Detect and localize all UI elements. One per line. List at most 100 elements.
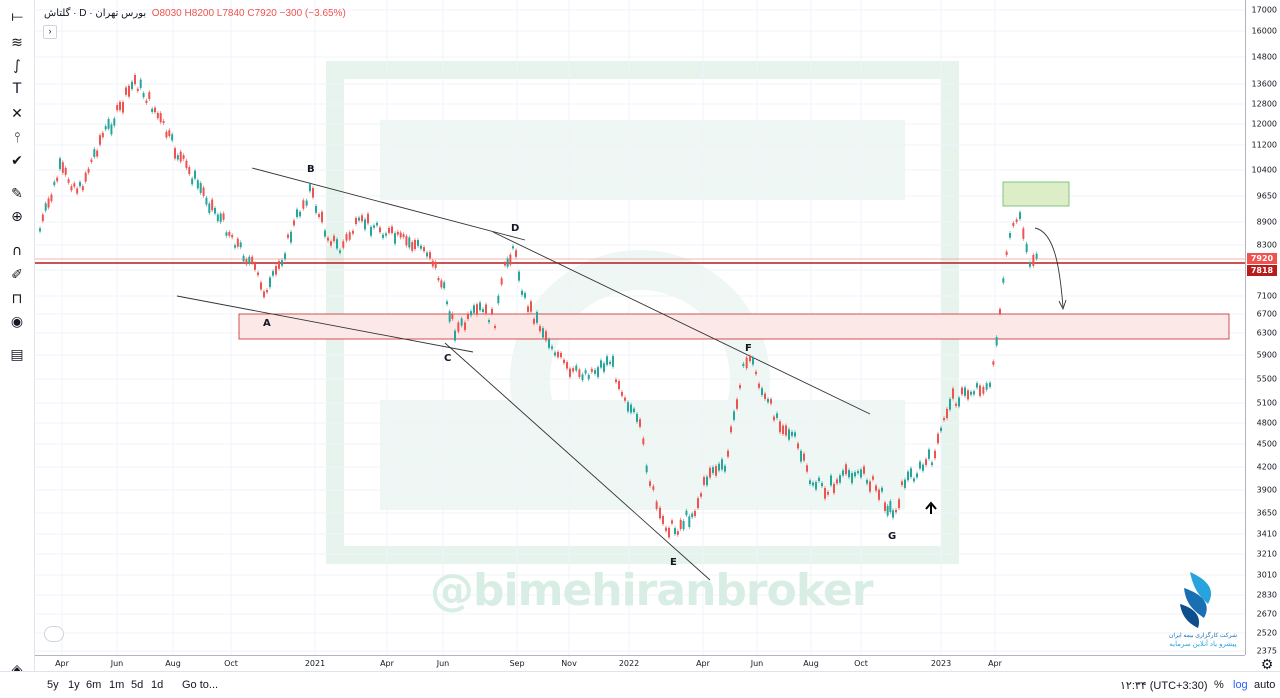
symbol-legend[interactable]: گلتاش · D · بورس تهران O8030 H8200 L7840… (44, 8, 346, 19)
candle-body (222, 213, 225, 220)
zoom-icon[interactable]: ⊕ (11, 209, 23, 225)
candle-body (299, 211, 301, 217)
up-arrow-icon (925, 501, 937, 514)
range-5y-button[interactable]: 5y (47, 679, 59, 691)
candle-body (290, 231, 292, 243)
candle-body (668, 527, 670, 538)
chart-pane[interactable]: گلتاش · D · بورس تهران O8030 H8200 L7840… (35, 0, 1245, 655)
path-icon[interactable]: ∫ (13, 58, 21, 74)
candle-body (211, 199, 214, 211)
candle-body (964, 387, 966, 396)
candle-body (688, 516, 691, 528)
candle-body (1035, 253, 1038, 259)
candle-body (575, 365, 578, 371)
trendline-b-d (251, 167, 526, 241)
candle-body (437, 278, 440, 281)
candle-body (566, 362, 568, 369)
range-5d-button[interactable]: 5d (131, 679, 144, 691)
candle-body (694, 511, 696, 517)
candle-body (733, 411, 735, 420)
candle-body (275, 266, 277, 275)
candle-body (179, 151, 182, 162)
goto-button[interactable]: Go to... (182, 679, 219, 691)
candle-body (1009, 233, 1011, 238)
candle-body (961, 387, 963, 395)
candle-body (370, 226, 372, 236)
candle-body (1005, 251, 1008, 255)
layers-icon[interactable]: ◈ (11, 662, 23, 678)
candle-body (934, 450, 936, 459)
candle-body (139, 79, 142, 88)
lock-draw-icon[interactable]: ✐ (11, 267, 23, 283)
candle-body (321, 211, 323, 223)
eye-icon[interactable]: ◉ (10, 314, 24, 330)
pattern-icon[interactable]: ✕ (11, 106, 23, 122)
candle-body (156, 112, 159, 119)
magnet-icon[interactable]: ∩ (11, 243, 23, 259)
candle-body (284, 253, 286, 260)
candle-body (860, 469, 862, 478)
percent-toggle[interactable]: % (1214, 679, 1224, 691)
range-1d-button[interactable]: 1d (151, 679, 164, 691)
candle-body (388, 227, 390, 233)
candle-body (464, 322, 466, 331)
trash-icon[interactable]: ▤ (10, 347, 24, 363)
candle-body (600, 360, 602, 368)
fib-tool-icon[interactable]: ≋ (11, 35, 23, 51)
candle-body (93, 149, 96, 157)
price-tick: 5500 (1256, 374, 1277, 384)
candle-body (928, 449, 930, 459)
candle-body (254, 263, 256, 270)
point-label-e: E (670, 557, 677, 568)
symbol-name: گلتاش (44, 8, 71, 19)
log-toggle[interactable]: log (1233, 679, 1248, 691)
check-icon[interactable]: ✔ (11, 153, 23, 169)
lock-icon[interactable]: ⊓ (11, 291, 23, 307)
measure-icon[interactable]: ⫯ (13, 130, 21, 146)
range-6m-button[interactable]: 6m (86, 679, 102, 691)
time-tick: 2022 (618, 659, 640, 668)
candle-body (426, 252, 428, 257)
candle-body (590, 368, 593, 372)
price-tick: 14800 (1251, 52, 1277, 62)
candle-body (901, 481, 903, 485)
candle-body (73, 183, 76, 187)
candle-body (87, 168, 90, 173)
candle-body (443, 282, 446, 289)
candle-body (257, 272, 259, 276)
candle-body (512, 246, 514, 249)
candle-body (691, 513, 694, 518)
candle-body (824, 488, 826, 499)
cloud-logo-icon[interactable] (44, 626, 64, 642)
candle-body (788, 429, 790, 440)
candle-body (791, 431, 793, 436)
range-1m-button[interactable]: 1m (109, 679, 125, 691)
price-scale[interactable]: 17000 16000 14800 13600 12800 12000 11200 10400… (1245, 0, 1280, 656)
legend-collapse-button[interactable]: › (43, 25, 57, 39)
candle-body (44, 203, 47, 211)
text-icon[interactable]: T (12, 81, 22, 97)
price-tick: 12000 (1251, 119, 1277, 129)
timezone-label[interactable]: ۱۲:۳۴ (UTC+3:30) (1120, 680, 1208, 692)
candle-body (446, 301, 448, 305)
candle-body (440, 280, 443, 288)
candle-body (245, 259, 248, 265)
candle-body (578, 369, 581, 377)
candle-body (572, 368, 575, 372)
ruler-icon[interactable]: ✎ (11, 186, 23, 202)
horizontal-line-icon[interactable]: ⟝ (11, 9, 23, 25)
candle-body (767, 398, 769, 403)
auto-toggle[interactable]: auto (1254, 679, 1276, 691)
time-scale[interactable]: Apr Jun Aug Oct 2021 Apr Jun Sep Nov 2022 Apr Jun Au… (35, 655, 1245, 672)
candle-body (405, 236, 408, 246)
candle-body (1022, 228, 1025, 239)
range-1y-button[interactable]: 1y (68, 679, 80, 691)
settings-icon[interactable]: ⚙ (1260, 657, 1274, 673)
candle-body (154, 107, 156, 113)
candle-body (542, 328, 544, 338)
candle-body (812, 482, 814, 486)
current-price-tag: 7920 (1247, 253, 1277, 264)
candle-body (581, 374, 584, 381)
candle-body (101, 132, 104, 138)
candle-body (557, 351, 559, 358)
